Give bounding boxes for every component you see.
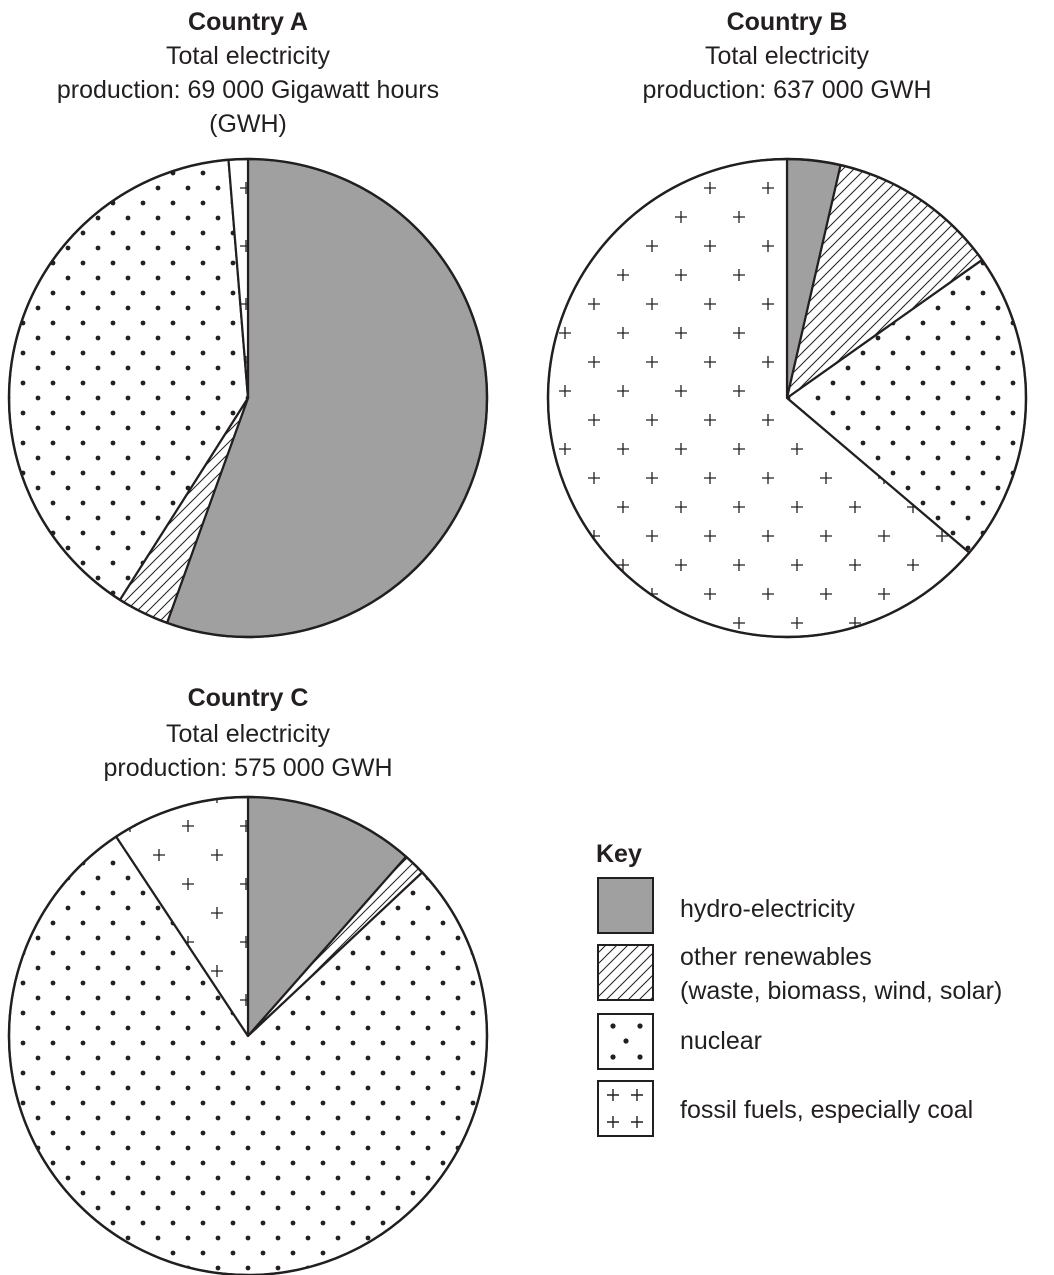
pie-country-a: Country A Total electricity production: …: [9, 8, 487, 637]
pie-subtitle-line: production: 637 000 GWH: [642, 76, 931, 104]
legend-swatch-fossil: [598, 1081, 653, 1136]
pie-title: Country A: [188, 8, 308, 36]
legend-dot: [610, 1023, 615, 1028]
legend-dot: [610, 1054, 615, 1059]
pie-subtitle-line: production: 69 000 Gigawatt hours: [57, 76, 439, 104]
legend-item-renewables: other renewables (waste, biomass, wind, …: [598, 943, 1002, 1005]
legend-label: (waste, biomass, wind, solar): [680, 977, 1002, 1005]
pie-subtitle-line: Total electricity: [166, 42, 330, 70]
legend-label: other renewables: [680, 943, 872, 971]
pie-subtitle-line: Total electricity: [166, 720, 330, 748]
pie-subtitle-line: production: 575 000 GWH: [103, 754, 392, 782]
legend-label: nuclear: [680, 1027, 762, 1055]
legend-label: fossil fuels, especially coal: [680, 1096, 973, 1124]
legend-swatch-renewables: [598, 945, 653, 1000]
pie-title: Country C: [188, 684, 309, 712]
legend-title: Key: [596, 840, 642, 868]
legend-dot: [637, 1023, 642, 1028]
pie-country-b: Country B Total electricity production: …: [548, 8, 1026, 637]
pie-slices: [548, 159, 1026, 637]
pie-country-c: Country C Total electricity production: …: [9, 684, 487, 1275]
pie-title: Country B: [727, 8, 848, 36]
legend-dot: [623, 1038, 628, 1043]
pie-slices: [9, 159, 487, 637]
pie-subtitle-line: Total electricity: [705, 42, 869, 70]
pie-slices: [9, 797, 487, 1275]
legend-item-hydro: hydro-electricity: [598, 878, 856, 933]
legend-item-fossil: fossil fuels, especially coal: [598, 1081, 973, 1136]
pie-subtitle-line: (GWH): [209, 110, 287, 138]
legend-label: hydro-electricity: [680, 895, 856, 923]
legend-dot: [637, 1054, 642, 1059]
legend: Key hydro-electricity other renewables (…: [596, 840, 1002, 1136]
legend-item-nuclear: nuclear: [598, 1014, 762, 1069]
legend-swatch-hydro: [598, 878, 653, 933]
